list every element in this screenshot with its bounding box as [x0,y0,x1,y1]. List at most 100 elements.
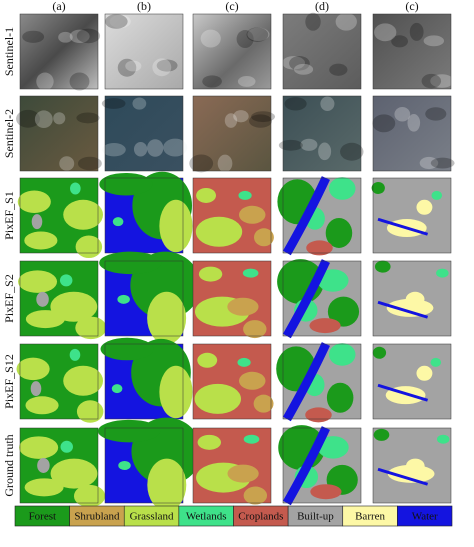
texture [282,56,306,70]
texture [409,22,424,41]
map-tile [192,260,272,339]
tile-border [192,95,272,172]
tile-border [19,260,99,337]
texture [77,156,102,171]
column-label: (a) [52,0,65,13]
class-region [19,436,59,459]
class-region [59,274,73,287]
texture [278,139,303,151]
texture [163,138,188,157]
class-region [99,251,162,275]
class-region [99,172,153,196]
texture [236,30,254,49]
map-tile [16,343,104,423]
tile-border [19,343,99,420]
texture [391,35,408,48]
class-region [70,182,81,195]
class-region [198,266,223,282]
class-region [75,235,103,259]
class-region [24,478,64,497]
texture [59,156,75,171]
class-region [50,458,98,489]
class-region [227,464,259,483]
tile-border [282,13,362,90]
class-region [305,407,332,423]
tile-border [104,260,184,337]
tile-border [19,427,99,504]
map-tile [97,417,202,512]
image [193,96,271,171]
texture [249,114,272,128]
map-tile [277,259,362,339]
texture [247,27,270,41]
row-label: PixEF_S1 [2,191,16,240]
texture [102,143,126,157]
class-region [159,365,193,419]
class-region [118,460,131,470]
texture [425,107,447,121]
class-region [100,337,154,361]
class-region [75,316,107,340]
texture [423,35,445,47]
image [373,14,451,89]
class-region [36,291,49,307]
texture [430,74,454,88]
class-region [31,214,43,230]
texture [300,138,318,151]
satellite-tile [16,95,102,172]
tile-border [282,95,362,172]
tile-border [372,260,452,337]
class-region [18,270,58,293]
class-region [243,320,267,339]
tile-border [282,260,362,337]
class-region [253,394,274,413]
runway [377,467,429,486]
class-region [431,190,443,200]
tile-border [104,343,184,420]
tile-border [104,427,184,504]
texture [125,60,142,72]
class-region [243,486,268,505]
class-region [30,381,42,397]
texture [430,157,455,169]
satellite-tile [278,95,364,172]
river [282,176,330,256]
legend-label: Shrubland [74,511,120,523]
texture [224,113,238,128]
map-tile [99,171,193,254]
texture [58,31,73,43]
texture [69,72,90,91]
class-region [373,178,451,253]
class-region [317,269,349,292]
texture [246,27,269,42]
class-region [63,365,104,396]
map-tile [277,176,362,256]
texture [320,96,335,112]
river [282,426,330,506]
row-label: Ground truth [2,434,16,496]
tile-border [372,13,452,90]
class-region [63,199,104,230]
legend-label: Croplands [238,511,283,523]
class-region [76,400,104,423]
class-region [242,268,259,278]
texture [147,139,164,157]
row-label: PixEF_S12 [2,354,16,409]
class-region [17,190,51,214]
class-region [69,348,81,361]
class-region [147,291,187,345]
satellite-tile [372,13,454,90]
class-region [325,217,353,248]
satellite-tile [101,95,188,172]
texture [284,97,307,111]
texture [101,98,126,109]
texture [53,112,66,125]
tile-border [104,95,184,172]
satellite-tile [104,13,184,90]
tile-border [104,13,184,90]
map-tile [192,427,272,505]
texture [34,110,53,129]
texture [335,12,357,31]
texture [189,154,214,173]
class-region [373,344,451,419]
